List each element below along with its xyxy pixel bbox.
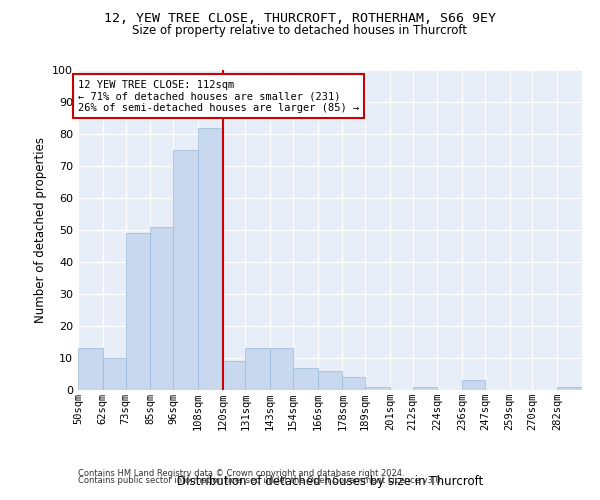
Bar — [343, 377, 365, 390]
Text: Contains HM Land Registry data © Crown copyright and database right 2024.: Contains HM Land Registry data © Crown c… — [78, 468, 404, 477]
Bar — [365, 387, 390, 390]
Bar — [462, 380, 485, 390]
Bar — [78, 348, 103, 390]
Bar — [125, 233, 150, 390]
Bar — [223, 361, 245, 390]
Bar — [198, 128, 223, 390]
X-axis label: Distribution of detached houses by size in Thurcroft: Distribution of detached houses by size … — [177, 474, 483, 488]
Bar — [413, 387, 437, 390]
Bar — [293, 368, 317, 390]
Bar — [103, 358, 125, 390]
Bar — [245, 348, 270, 390]
Text: 12, YEW TREE CLOSE, THURCROFT, ROTHERHAM, S66 9EY: 12, YEW TREE CLOSE, THURCROFT, ROTHERHAM… — [104, 12, 496, 26]
Y-axis label: Number of detached properties: Number of detached properties — [34, 137, 47, 323]
Bar — [150, 227, 173, 390]
Bar — [270, 348, 293, 390]
Bar — [317, 371, 343, 390]
Bar — [173, 150, 198, 390]
Bar — [557, 387, 582, 390]
Text: Contains public sector information licensed under the Open Government Licence v3: Contains public sector information licen… — [78, 476, 443, 485]
Text: 12 YEW TREE CLOSE: 112sqm
← 71% of detached houses are smaller (231)
26% of semi: 12 YEW TREE CLOSE: 112sqm ← 71% of detac… — [78, 80, 359, 113]
Text: Size of property relative to detached houses in Thurcroft: Size of property relative to detached ho… — [133, 24, 467, 37]
